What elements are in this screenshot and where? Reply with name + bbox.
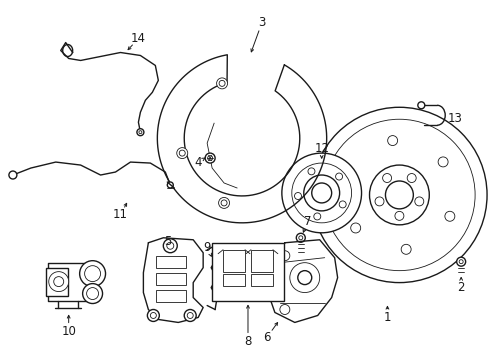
Bar — [212, 243, 283, 301]
Circle shape — [400, 244, 410, 254]
Circle shape — [166, 242, 173, 249]
Text: 12: 12 — [314, 141, 328, 155]
Circle shape — [374, 197, 383, 206]
Circle shape — [387, 136, 397, 145]
Circle shape — [82, 284, 102, 303]
Circle shape — [147, 310, 159, 321]
Bar — [46, 268, 67, 296]
Circle shape — [385, 181, 412, 209]
Circle shape — [150, 312, 156, 319]
Text: 8: 8 — [244, 335, 251, 348]
Circle shape — [163, 239, 177, 253]
Circle shape — [437, 157, 447, 167]
Circle shape — [176, 148, 187, 159]
Bar — [156, 256, 186, 268]
Circle shape — [294, 193, 301, 199]
Text: 10: 10 — [61, 325, 76, 338]
Circle shape — [139, 131, 142, 134]
Circle shape — [297, 271, 311, 285]
Circle shape — [369, 165, 428, 225]
Circle shape — [221, 200, 226, 206]
Circle shape — [49, 272, 68, 292]
Circle shape — [216, 78, 227, 89]
Text: 9: 9 — [203, 241, 210, 254]
Circle shape — [335, 173, 342, 180]
Text: 14: 14 — [131, 32, 145, 45]
Circle shape — [187, 312, 193, 319]
Circle shape — [179, 150, 185, 156]
Circle shape — [323, 119, 474, 271]
Bar — [223, 250, 244, 272]
Text: 3: 3 — [258, 16, 265, 29]
Circle shape — [311, 107, 486, 283]
Circle shape — [382, 174, 391, 183]
Circle shape — [313, 213, 320, 220]
Circle shape — [279, 305, 289, 315]
Circle shape — [458, 260, 462, 264]
Circle shape — [343, 168, 353, 179]
Circle shape — [86, 288, 99, 300]
Circle shape — [311, 183, 331, 203]
Text: 5: 5 — [164, 235, 172, 248]
Circle shape — [9, 171, 17, 179]
Bar — [156, 289, 186, 302]
Circle shape — [296, 233, 305, 242]
Text: 11: 11 — [113, 208, 128, 221]
Bar — [250, 274, 272, 285]
Text: 1: 1 — [383, 311, 390, 324]
Circle shape — [414, 197, 423, 206]
Circle shape — [167, 182, 173, 188]
Circle shape — [417, 102, 424, 109]
Circle shape — [291, 163, 351, 223]
Circle shape — [307, 168, 314, 175]
Circle shape — [80, 261, 105, 287]
Text: 13: 13 — [447, 112, 462, 125]
Bar — [48, 263, 98, 301]
Circle shape — [456, 257, 465, 266]
Circle shape — [84, 266, 101, 282]
Circle shape — [339, 201, 346, 208]
Circle shape — [407, 174, 415, 183]
Bar — [223, 274, 244, 285]
Circle shape — [207, 156, 212, 161]
Text: 7: 7 — [304, 215, 311, 228]
Circle shape — [281, 153, 361, 233]
Text: 4: 4 — [194, 156, 202, 168]
Circle shape — [394, 211, 403, 220]
Circle shape — [303, 175, 339, 211]
Text: 2: 2 — [456, 281, 464, 294]
Circle shape — [279, 251, 289, 261]
Circle shape — [219, 80, 224, 86]
Bar — [250, 250, 272, 272]
Circle shape — [218, 197, 229, 208]
Circle shape — [444, 211, 454, 221]
Circle shape — [54, 276, 63, 287]
Circle shape — [350, 223, 360, 233]
Bar — [156, 273, 186, 285]
Circle shape — [289, 263, 319, 293]
Circle shape — [205, 153, 215, 163]
Text: 6: 6 — [263, 331, 270, 344]
Circle shape — [184, 310, 196, 321]
Circle shape — [137, 129, 143, 136]
Circle shape — [298, 236, 302, 240]
